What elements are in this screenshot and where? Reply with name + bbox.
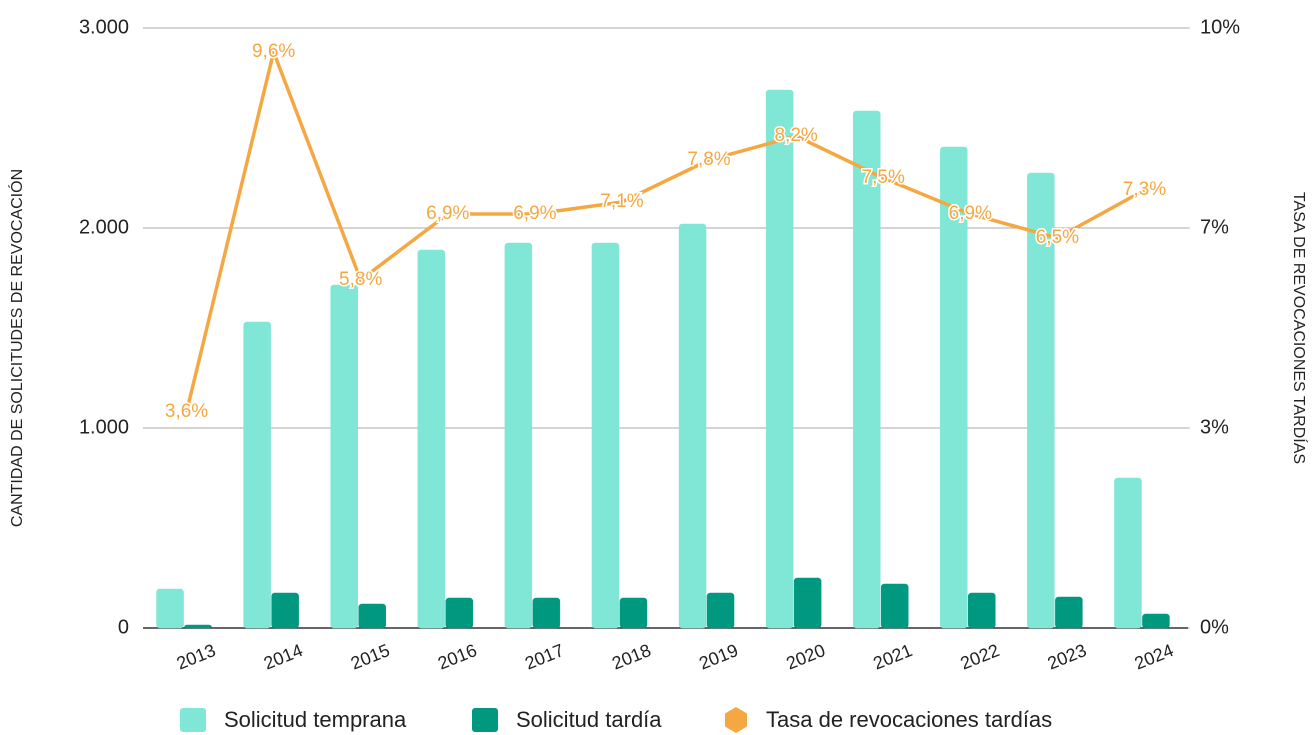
bar xyxy=(1114,477,1142,629)
bar xyxy=(330,284,358,629)
bar xyxy=(1027,172,1055,629)
bar xyxy=(156,588,184,629)
y2-tick-label: 3% xyxy=(1200,416,1229,438)
bar xyxy=(940,146,968,629)
data-label: 6,9% xyxy=(426,203,469,224)
bar xyxy=(619,597,648,629)
bar xyxy=(417,249,446,629)
y2-tick-label: 7% xyxy=(1200,216,1229,238)
data-label: 7,1% xyxy=(600,191,643,212)
bar xyxy=(504,242,533,629)
bar xyxy=(591,242,620,629)
legend-swatch xyxy=(725,707,747,733)
bar xyxy=(271,592,299,629)
bar xyxy=(852,110,881,629)
x-tick-label: 2024 xyxy=(1132,640,1177,674)
bar xyxy=(880,583,909,629)
data-label: 7,5% xyxy=(862,167,905,188)
y-tick-label: 2.000 xyxy=(79,216,129,238)
x-tick-label: 2022 xyxy=(958,640,1003,674)
x-tick-label: 2021 xyxy=(870,640,915,674)
x-tick-label: 2013 xyxy=(174,640,219,674)
data-label: 8,2% xyxy=(774,125,817,146)
data-label: 6,5% xyxy=(1036,227,1079,248)
legend-swatch xyxy=(472,708,498,732)
data-label: 3,6% xyxy=(165,401,208,422)
data-label: 7,8% xyxy=(687,149,730,170)
y-tick-label: 0 xyxy=(118,616,129,638)
legend-swatch xyxy=(180,708,206,732)
data-label: 7,3% xyxy=(1123,179,1166,200)
y2-tick-label: 10% xyxy=(1200,16,1240,38)
data-label: 6,9% xyxy=(949,203,992,224)
legend-label: Tasa de revocaciones tardías xyxy=(766,707,1052,732)
x-tick-label: 2023 xyxy=(1045,640,1090,674)
bar xyxy=(184,624,212,629)
data-label: 5,8% xyxy=(339,269,382,290)
bar xyxy=(765,89,794,629)
x-tick-label: 2014 xyxy=(261,640,306,674)
x-tick-label: 2018 xyxy=(609,640,654,674)
bar xyxy=(445,597,474,629)
bar xyxy=(706,592,735,629)
bar xyxy=(1055,596,1083,629)
x-tick-label: 2016 xyxy=(435,640,480,674)
bar xyxy=(532,597,561,629)
y-axis-label: CANTIDAD DE SOLICITUDES DE REVOCACIÓN xyxy=(7,169,26,527)
bar xyxy=(793,577,822,629)
y-tick-label: 1.000 xyxy=(79,416,129,438)
legend-label: Solicitud tardía xyxy=(516,707,662,732)
x-tick-label: 2019 xyxy=(696,640,741,674)
bar xyxy=(968,592,996,629)
y2-axis-label: TASA DE REVOCACIONES TARDÍAS xyxy=(1290,192,1309,464)
y2-tick-label: 0% xyxy=(1200,616,1229,638)
bar xyxy=(678,223,707,629)
data-label: 6,9% xyxy=(513,203,556,224)
bar xyxy=(243,321,271,629)
y-tick-label: 3.000 xyxy=(79,16,129,38)
x-tick-label: 2017 xyxy=(522,640,567,674)
bar xyxy=(358,603,386,629)
x-tick-label: 2015 xyxy=(348,640,393,674)
bar xyxy=(1142,613,1170,629)
data-label: 9,6% xyxy=(252,41,295,62)
legend-label: Solicitud temprana xyxy=(224,707,407,732)
line xyxy=(184,50,1146,413)
x-tick-label: 2020 xyxy=(783,640,828,674)
